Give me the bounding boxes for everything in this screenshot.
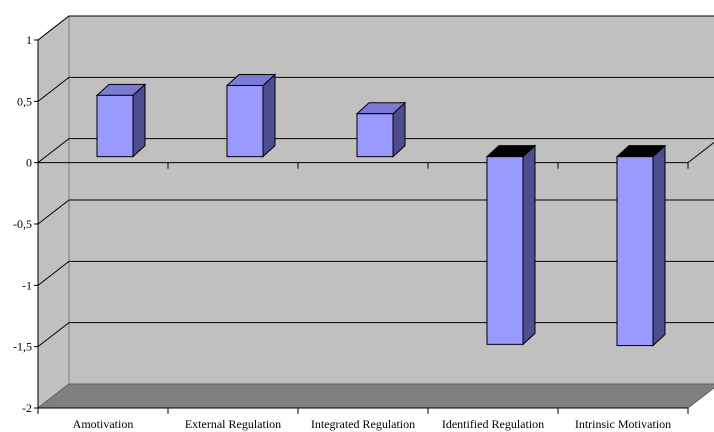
bar-side <box>652 144 666 347</box>
y-tick-label: 0 <box>26 156 32 170</box>
chart-floor <box>36 383 714 409</box>
bar-side <box>262 73 276 158</box>
bar-front <box>226 85 264 158</box>
bar <box>225 73 277 158</box>
gridline <box>37 138 714 164</box>
chart-back-wall <box>37 14 714 410</box>
y-tick-label: -1 <box>22 278 32 292</box>
x-category-label: Amotivation <box>73 417 134 431</box>
y-tick-label: -1,5 <box>13 340 32 354</box>
axes <box>34 39 714 414</box>
y-tick-label: 0,5 <box>17 94 32 108</box>
y-tick-label: 1 <box>26 33 32 47</box>
bar <box>615 144 667 347</box>
bar-side <box>522 144 536 346</box>
bar <box>485 144 537 346</box>
x-category-label: External Regulation <box>185 417 281 431</box>
bars <box>95 73 667 347</box>
y-tick-label: -2 <box>22 401 32 415</box>
gridline <box>37 76 714 102</box>
x-category-label: Identified Regulation <box>442 417 544 431</box>
bar-front <box>96 94 134 158</box>
floor <box>36 383 714 409</box>
x-category-label: Intrinsic Motivation <box>575 417 671 431</box>
bar-front <box>616 156 654 347</box>
bar <box>355 101 407 158</box>
bar <box>95 83 147 158</box>
gridline <box>37 15 714 41</box>
axis-labels: 1 0,5 0 -0,5 -1 -1,5 -2 Amotivation External Reg… <box>13 33 671 431</box>
bar-side <box>132 83 146 158</box>
bar-front <box>356 113 394 158</box>
x-category-label: Integrated Regulation <box>311 417 415 431</box>
y-tick-label: -0,5 <box>13 217 32 231</box>
bar-front <box>486 156 524 345</box>
